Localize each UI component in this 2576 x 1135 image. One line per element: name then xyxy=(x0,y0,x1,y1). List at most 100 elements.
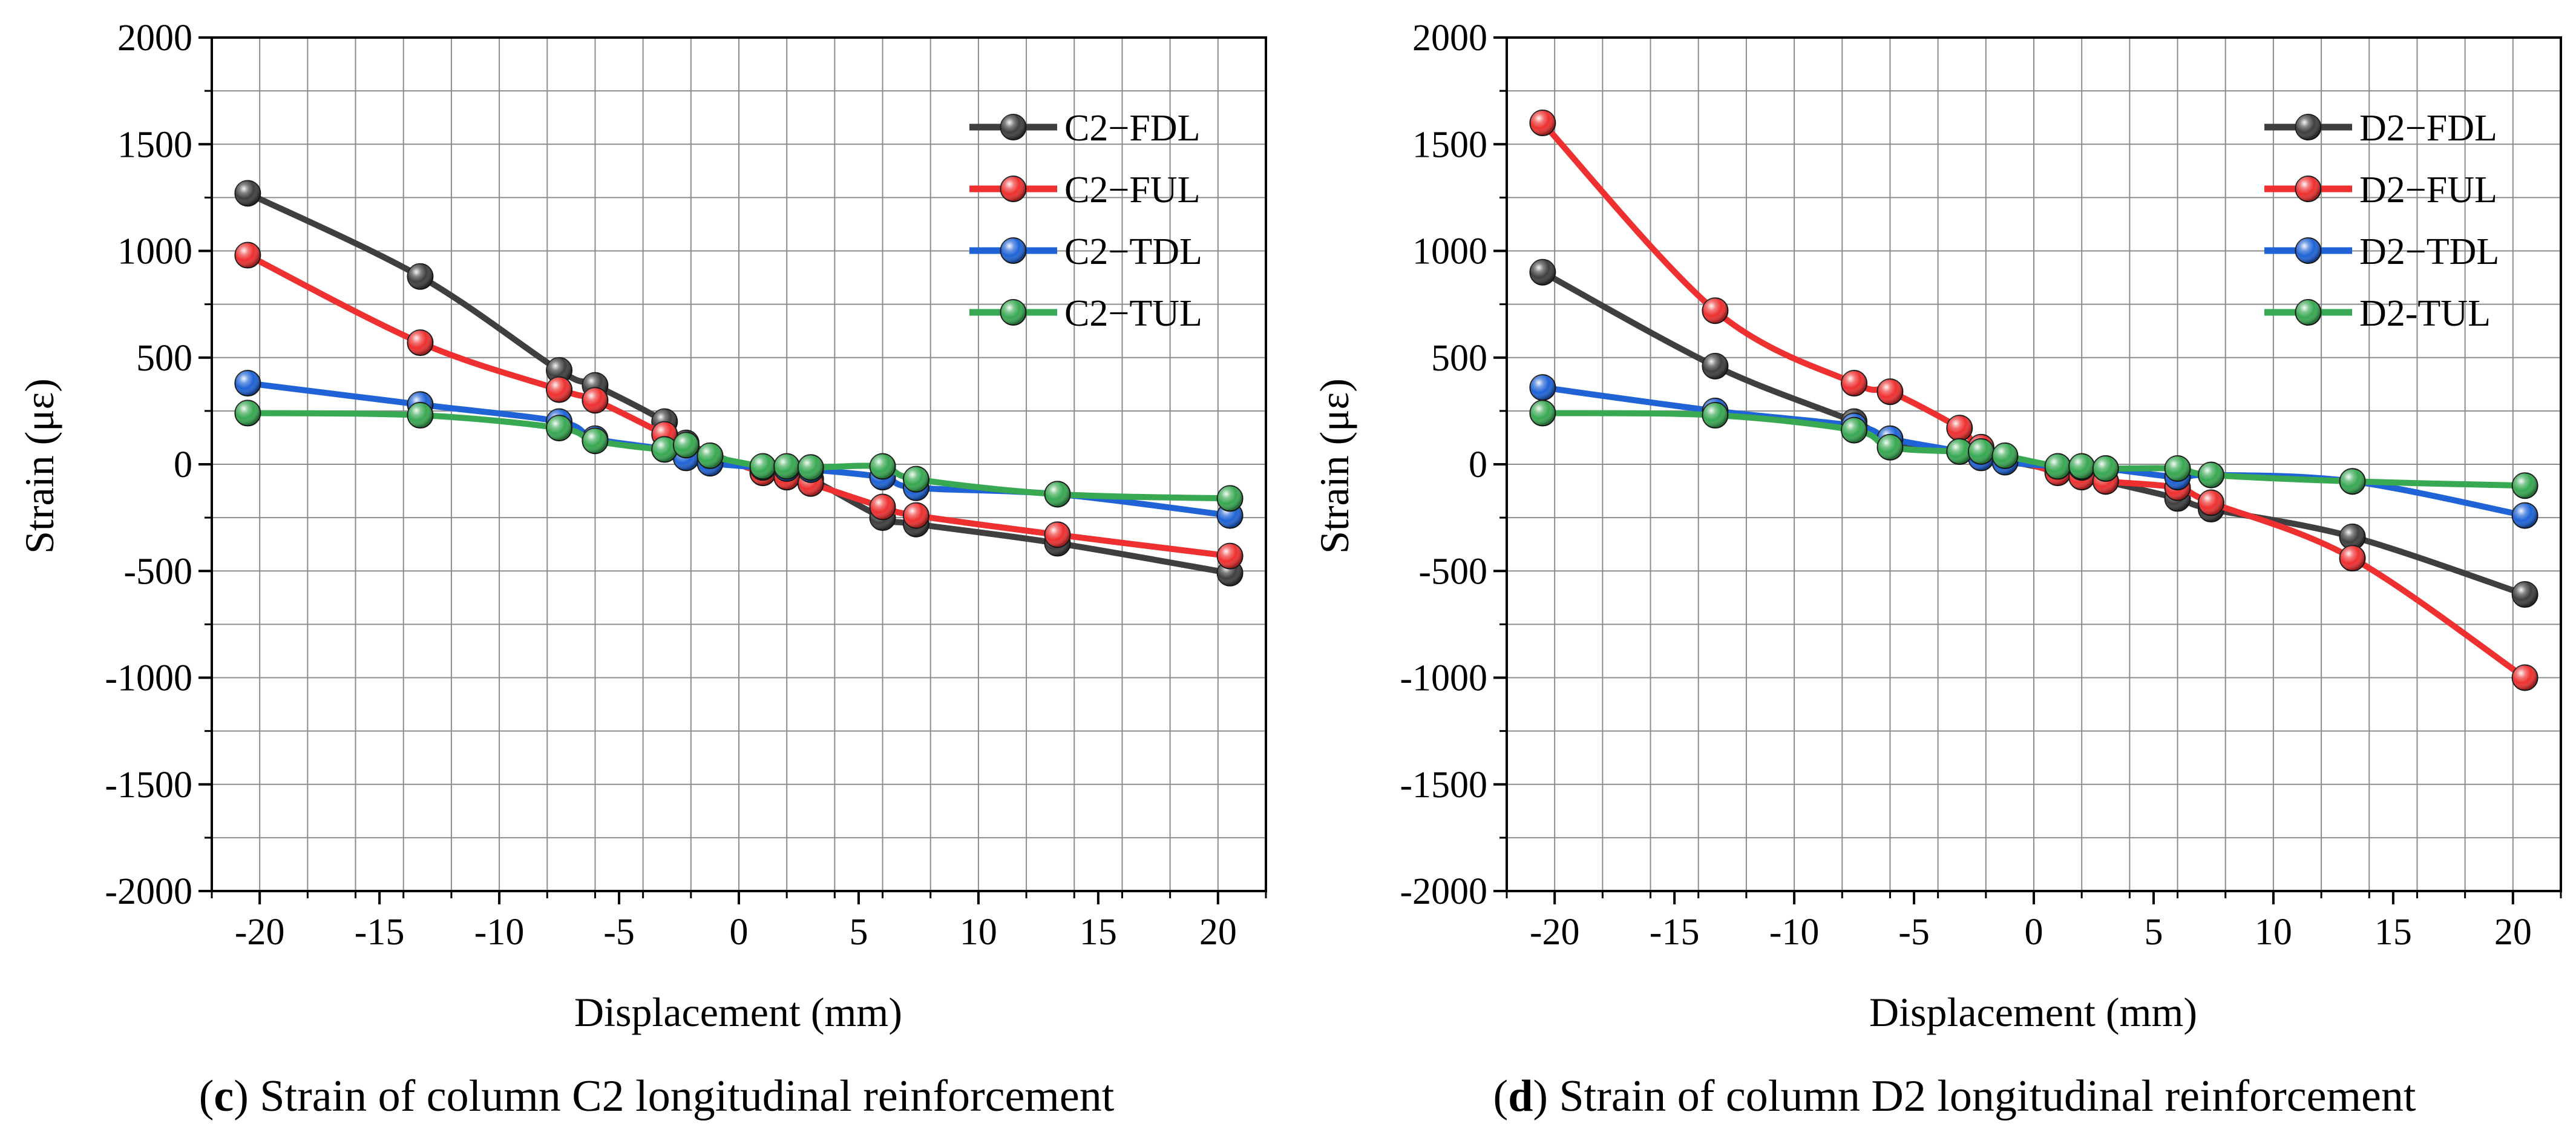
series-line xyxy=(1539,410,2528,489)
x-tick-label: 10 xyxy=(2255,912,2292,953)
data-point-shine xyxy=(1841,417,1867,443)
legend-marker-shine xyxy=(1000,238,1026,263)
data-point xyxy=(902,466,929,493)
data-point-shine xyxy=(546,357,572,383)
data-point xyxy=(2511,581,2538,608)
data-point-shine xyxy=(546,377,572,403)
y-tick-label: -1500 xyxy=(105,765,192,806)
y-tick-label: -2000 xyxy=(105,871,192,912)
data-point xyxy=(2339,545,2366,572)
legend-marker xyxy=(1000,299,1027,326)
data-point-shine xyxy=(2045,453,2071,479)
figure-caption: (d) Strain of column D2 longitudinal rei… xyxy=(1493,1071,2416,1121)
data-point-shine xyxy=(2339,545,2365,571)
data-point-shine xyxy=(1968,438,1994,464)
series-line xyxy=(244,380,1233,519)
data-point-shine xyxy=(1217,485,1243,512)
caption-text: Strain of column C2 longitudinal reinfor… xyxy=(260,1071,1114,1121)
data-point xyxy=(2511,472,2538,499)
legend-label: C2−TUL xyxy=(1064,293,1202,334)
legend-marker xyxy=(2295,299,2322,326)
data-point-shine xyxy=(235,242,261,268)
caption-text: Strain of column D2 longitudinal reinfor… xyxy=(1559,1071,2416,1121)
y-tick-label: -1000 xyxy=(1400,658,1487,699)
data-point xyxy=(797,454,824,481)
data-point xyxy=(407,329,434,357)
x-tick-label: -10 xyxy=(474,912,525,953)
data-point xyxy=(1702,297,1729,324)
data-point-shine xyxy=(1877,379,1903,405)
data-point-shine xyxy=(582,428,608,454)
y-tick-label: -2000 xyxy=(1400,871,1487,912)
data-point xyxy=(234,242,261,269)
data-point-shine xyxy=(235,180,261,206)
data-point xyxy=(696,442,724,469)
legend-label: D2-TUL xyxy=(2359,293,2491,334)
data-point-shine xyxy=(2198,462,2224,488)
data-point xyxy=(1702,352,1729,380)
data-point-shine xyxy=(652,436,678,462)
legend-label: D2−FDL xyxy=(2359,108,2497,149)
data-point xyxy=(1529,374,1556,401)
series-D2-TUL xyxy=(1529,400,2538,499)
legend-item: D2−FUL xyxy=(2264,169,2497,211)
data-point-shine xyxy=(1217,543,1243,569)
data-point xyxy=(1702,401,1729,429)
y-tick-label: 1500 xyxy=(1412,124,1487,165)
data-point xyxy=(1044,481,1071,508)
data-point xyxy=(2197,461,2224,489)
legend-marker-shine xyxy=(1000,300,1026,325)
data-point-shine xyxy=(1947,415,1973,441)
data-point xyxy=(651,436,678,463)
grid xyxy=(1506,37,2561,892)
legend-item: C2−TUL xyxy=(969,293,1202,334)
data-point-shine xyxy=(1702,402,1728,428)
legend-item: D2-TUL xyxy=(2264,293,2491,334)
data-point-shine xyxy=(1530,400,1556,426)
data-point xyxy=(869,493,896,521)
x-tick-label: 0 xyxy=(730,912,749,953)
series-line xyxy=(244,410,1233,502)
data-point xyxy=(869,453,896,480)
y-tick-label: 500 xyxy=(1431,338,1487,379)
data-point xyxy=(582,387,609,414)
data-point-shine xyxy=(235,370,261,396)
data-point-shine xyxy=(870,494,896,520)
y-tick-label: 1500 xyxy=(117,124,192,165)
legend-label: D2−TDL xyxy=(2359,231,2499,272)
x-tick-label: 0 xyxy=(2025,912,2043,953)
data-point-shine xyxy=(2512,665,2538,691)
data-point-shine xyxy=(1947,438,1973,464)
data-point xyxy=(1529,110,1556,136)
data-point-shine xyxy=(1841,370,1867,396)
x-axis-title: Displacement (mm) xyxy=(1869,989,2197,1035)
data-point xyxy=(1991,442,2019,469)
data-point-shine xyxy=(407,402,433,428)
data-point-shine xyxy=(2093,456,2119,482)
data-point xyxy=(1216,485,1244,512)
data-point xyxy=(1529,258,1556,286)
data-point-shine xyxy=(407,263,433,289)
data-point xyxy=(234,180,261,207)
data-point xyxy=(2511,664,2538,691)
legend-label: C2−TDL xyxy=(1064,231,1202,272)
legend-marker xyxy=(1000,176,1027,202)
legend-label: D2−FUL xyxy=(2359,169,2497,211)
y-tick-label: 1000 xyxy=(117,231,192,272)
data-point xyxy=(1529,400,1556,427)
x-tick-label: -5 xyxy=(603,912,635,953)
data-point-shine xyxy=(582,387,608,413)
data-point xyxy=(407,401,434,429)
data-point xyxy=(2339,523,2366,550)
caption-letter: d xyxy=(1508,1071,1533,1121)
data-point-shine xyxy=(750,453,776,479)
legend-marker xyxy=(2295,176,2322,202)
data-point-shine xyxy=(2512,473,2538,499)
data-point xyxy=(1216,542,1244,570)
data-point-shine xyxy=(1992,442,2018,469)
data-point-shine xyxy=(2512,502,2538,528)
data-point xyxy=(1841,370,1868,397)
x-tick-label: 15 xyxy=(1080,912,1117,953)
data-point-shine xyxy=(798,455,824,481)
